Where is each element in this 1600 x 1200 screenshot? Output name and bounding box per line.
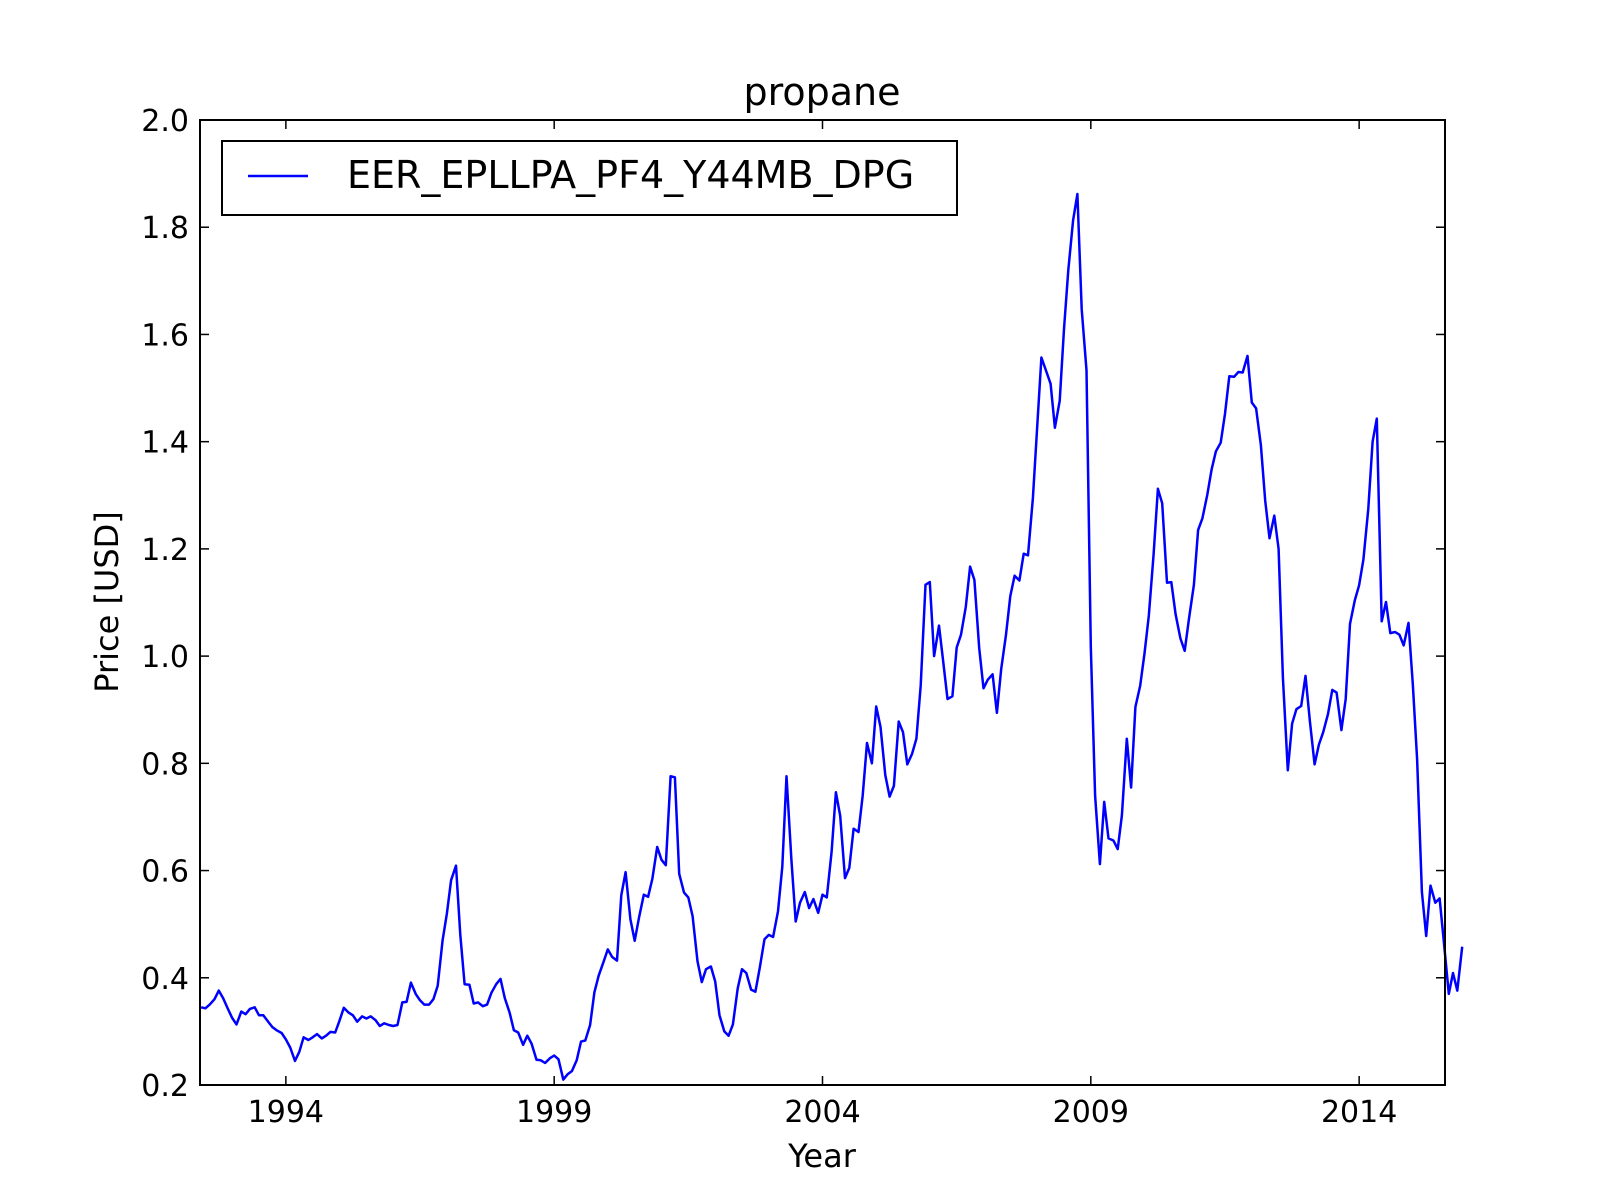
legend-box	[221, 140, 958, 216]
y-tick-label: 0.8	[141, 747, 189, 782]
chart-title: propane	[743, 70, 900, 114]
y-axis-label: Price [USD]	[88, 511, 126, 693]
y-tick-label: 0.2	[141, 1069, 189, 1104]
y-tick-label: 1.8	[141, 211, 189, 246]
y-tick-label: 1.0	[141, 640, 189, 675]
x-axis-label: Year	[787, 1137, 857, 1175]
y-tick-label: 0.6	[141, 855, 189, 890]
y-tick-label: 0.4	[141, 962, 189, 997]
legend: EER_EPLLPA_PF4_Y44MB_DPG	[221, 140, 958, 216]
x-tick-label: 1994	[248, 1095, 324, 1130]
plot-area	[200, 120, 1445, 1085]
x-tick-label: 2004	[784, 1095, 860, 1130]
ticks-layer: 1994 1999 2004 2009 2014 0.2 0.4 0.6 0.8 1.0 1.2 1.…	[141, 104, 1445, 1130]
x-tick-label: 2014	[1321, 1095, 1397, 1130]
y-tick-label: 1.2	[141, 533, 189, 568]
x-tick-label: 1999	[516, 1095, 592, 1130]
y-tick-label: 1.6	[141, 318, 189, 353]
x-tick-label: 2009	[1053, 1095, 1129, 1130]
y-tick-label: 1.4	[141, 426, 189, 461]
plot-frame	[199, 119, 1446, 1086]
series-layer	[200, 192, 1464, 1081]
legend-label: EER_EPLLPA_PF4_Y44MB_DPG	[347, 153, 914, 197]
y-tick-label: 2.0	[141, 104, 189, 139]
series-line-0	[200, 192, 1464, 1081]
